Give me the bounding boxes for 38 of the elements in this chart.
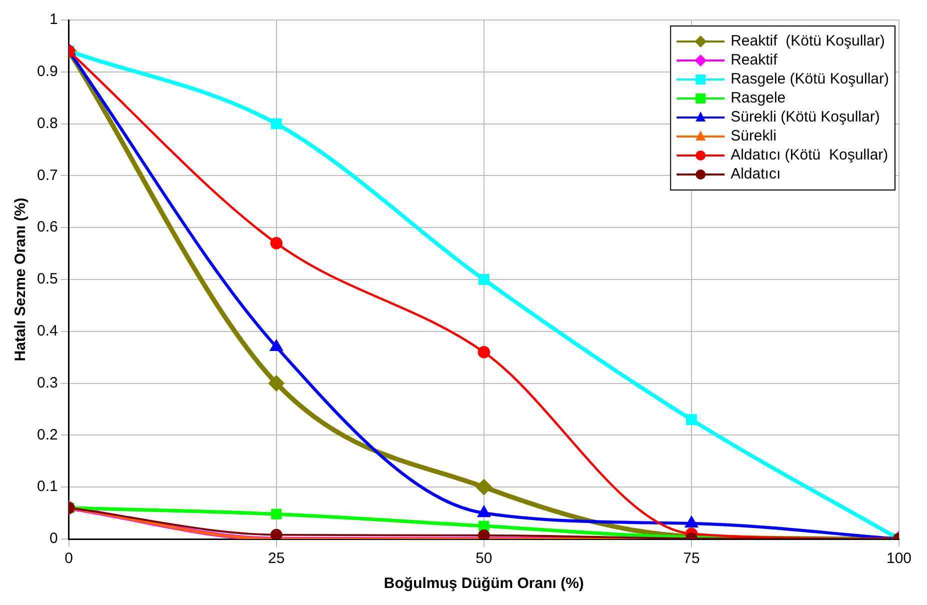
legend-label: Aldatıcı — [730, 166, 781, 183]
point — [270, 118, 282, 130]
legend-label: Reaktif (Kötü Koşullar) — [730, 32, 885, 50]
x-axis-title: Boğulmuş Düğüm Oranı (%) — [384, 575, 584, 592]
point — [686, 516, 698, 528]
legend-label: Sürekli (Kötü Koşullar) — [730, 108, 880, 126]
point — [478, 520, 490, 532]
point — [269, 376, 284, 391]
legend-label: Rasgele (Kötü Koşullar) — [730, 70, 890, 88]
point — [270, 237, 283, 250]
x-tick-label: 50 — [476, 550, 492, 568]
y-tick-label: 0 — [50, 530, 58, 548]
point — [271, 508, 282, 520]
y-tick-label: 0.5 — [36, 270, 58, 288]
y-tick-label: 0.6 — [36, 218, 58, 236]
point — [478, 274, 490, 285]
legend-label: Aldatıcı (Kötü Koşullar) — [730, 146, 888, 164]
y-tick-label: 1 — [50, 11, 58, 28]
x-tick-label: 0 — [64, 550, 74, 568]
y-tick-label: 0.7 — [36, 166, 58, 184]
legend-label: Sürekli — [730, 128, 776, 145]
point — [270, 340, 282, 352]
point — [476, 480, 492, 494]
x-tick-label: 25 — [268, 550, 285, 568]
point — [686, 414, 697, 426]
y-tick-label: 0.9 — [36, 63, 58, 80]
x-tick-label: 75 — [683, 550, 700, 568]
y-axis-title: Hatalı Sezme Oranı (%) — [12, 198, 30, 362]
point — [478, 346, 490, 358]
y-tick-label: 0.4 — [36, 322, 58, 340]
y-tick-label: 0.2 — [36, 426, 58, 444]
legend-label: Rasgele — [730, 90, 786, 107]
y-tick-label: 0.8 — [36, 114, 58, 132]
point — [478, 506, 490, 518]
x-tick-label: 100 — [886, 550, 912, 568]
y-tick-label: 0.1 — [36, 478, 58, 496]
legend-label: Reaktif — [730, 52, 778, 69]
y-tick-label: 0.3 — [36, 374, 58, 392]
